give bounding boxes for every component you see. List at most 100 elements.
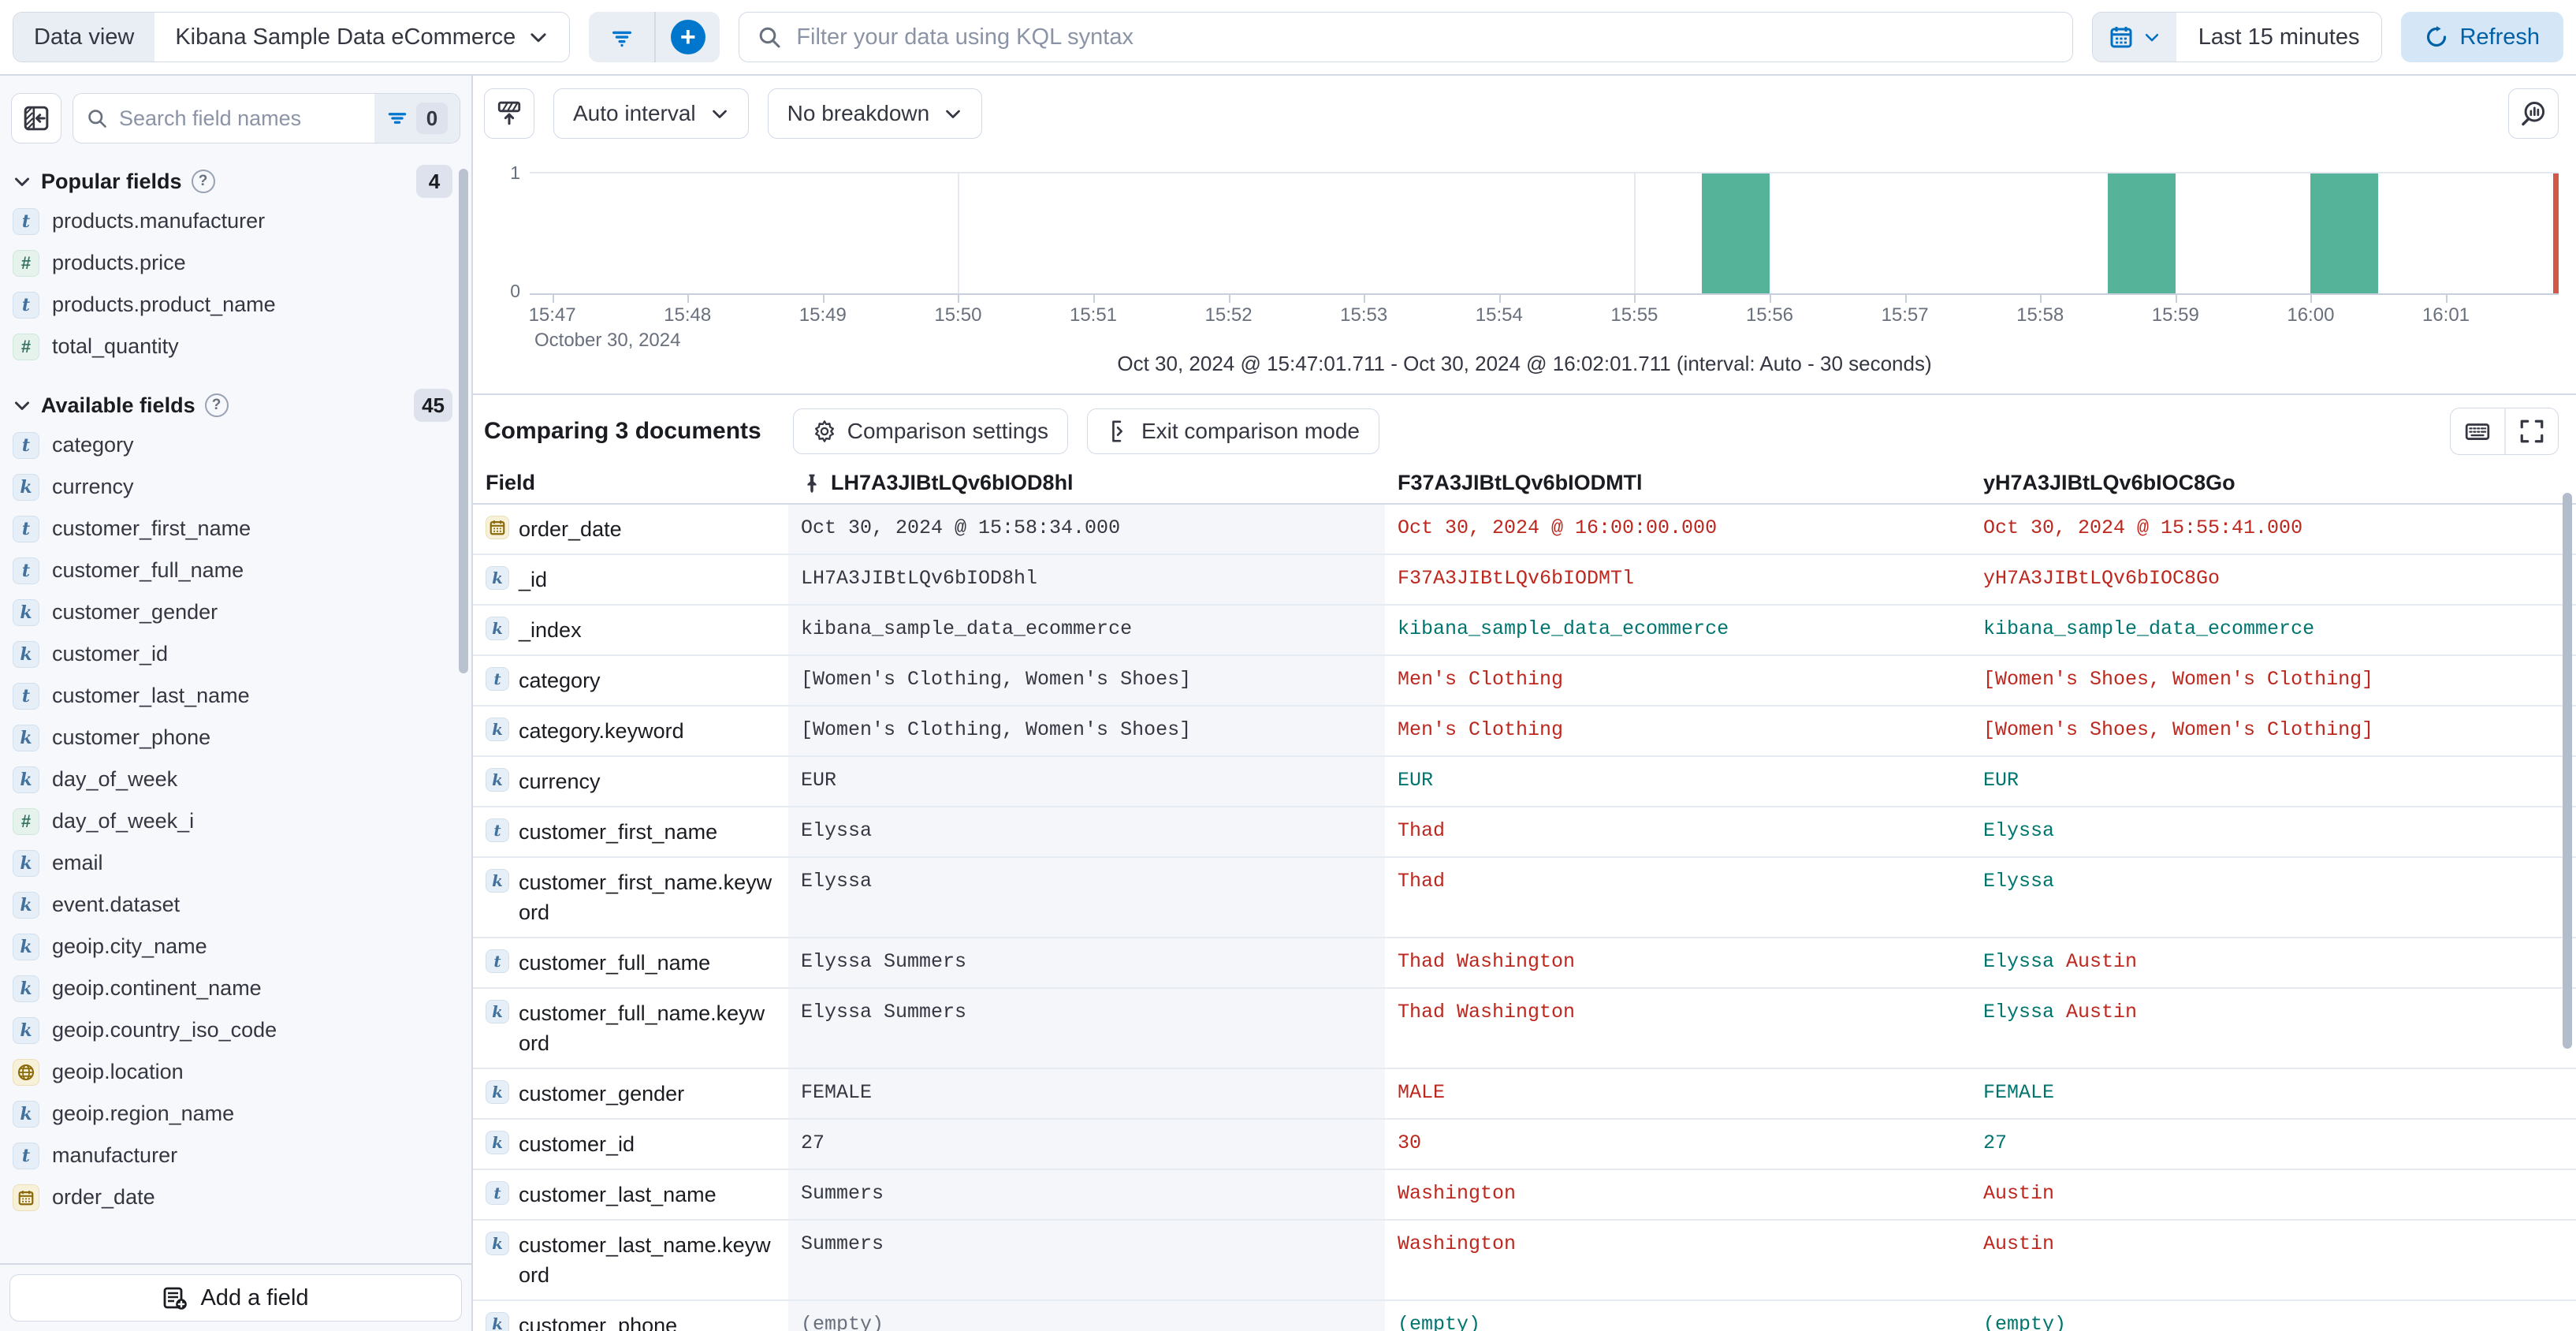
field-item[interactable]: k geoip.city_name [13,926,471,967]
refresh-label: Refresh [2459,24,2540,50]
comparison-settings-button[interactable]: Comparison settings [792,408,1068,454]
x-axis-tick-label: 15:53 [1340,304,1388,326]
doc-value-cell: Elyssa [1983,870,2055,893]
field-item[interactable]: k geoip.continent_name [13,967,471,1009]
field-name-cell[interactable]: k customer_id [473,1120,788,1169]
field-name-cell[interactable]: t customer_full_name [473,938,788,987]
table-scrollbar[interactable] [2563,493,2572,1049]
doc-value-cell: Thad [1398,870,1446,893]
field-name-cell[interactable]: k category.keyword [473,707,788,755]
field-filter-button[interactable]: 0 [374,94,460,143]
field-item[interactable]: k customer_id [13,633,471,675]
hide-chart-button[interactable] [484,88,534,139]
field-filter-count: 0 [416,103,448,134]
interval-dropdown[interactable]: Auto interval [553,88,749,139]
field-name-cell[interactable]: k _id [473,555,788,604]
pinned-doc-value-cell: Elyssa [788,807,1385,856]
popular-fields-header[interactable]: Popular fields ? 4 [13,162,471,200]
add-filter-button[interactable]: + [654,12,720,62]
field-search-input[interactable] [119,106,362,131]
field-name-cell[interactable]: order_date [473,505,788,554]
x-axis-tick [822,295,825,303]
lens-magnifier-icon [2519,99,2548,128]
field-item[interactable]: k customer_gender [13,591,471,633]
data-view-button[interactable]: Kibana Sample Data eCommerce [154,13,570,62]
field-item[interactable]: k event.dataset [13,884,471,926]
text-field-icon: t [486,818,509,842]
field-name-cell[interactable]: k currency [473,757,788,806]
x-axis-tick-label: 15:49 [798,304,847,326]
field-item[interactable]: geoip.location [13,1051,471,1093]
field-item[interactable]: t customer_first_name [13,508,471,550]
field-item[interactable]: # products.price [13,242,471,284]
sidebar-scrollbar[interactable] [459,169,468,673]
field-name-cell[interactable]: k customer_first_name.keyword [473,858,788,937]
field-item[interactable]: k day_of_week [13,759,471,800]
add-field-label: Add a field [200,1284,309,1310]
field-item[interactable]: t products.product_name [13,284,471,326]
x-axis-tick-label: 15:48 [664,304,712,326]
keyword-field-icon: k [13,933,39,960]
kql-input[interactable] [796,24,2055,50]
refresh-button[interactable]: Refresh [2401,12,2563,62]
field-item[interactable]: # day_of_week_i [13,800,471,842]
field-item[interactable]: k email [13,842,471,884]
comparison-table: Field LH7A3JIBtLQv6bIOD8hl F37A3JIBtLQv6… [473,463,2576,1331]
field-name-cell[interactable]: k customer_full_name.keyword [473,989,788,1068]
field-item[interactable]: order_date [13,1176,471,1218]
chevron-down-icon [13,396,32,415]
field-name-cell[interactable]: t category [473,656,788,705]
field-name-cell[interactable]: k customer_gender [473,1069,788,1118]
fullscreen-button[interactable] [2504,408,2558,454]
chart-gridline [1634,173,1636,293]
histogram-bar[interactable] [2310,173,2379,293]
collapse-sidebar-button[interactable] [11,93,61,144]
x-axis-tick [2445,295,2448,303]
keyboard-shortcuts-button[interactable] [2451,408,2504,454]
help-icon: ? [191,170,215,193]
doc-value-cell: 30 [1398,1132,1422,1154]
y-axis-tick-min: 0 [510,281,520,301]
field-item[interactable]: k currency [13,466,471,508]
edit-visualization-button[interactable] [2508,88,2559,139]
field-name-cell[interactable]: k customer_phone [473,1301,788,1331]
field-item[interactable]: t customer_full_name [13,550,471,591]
kql-search-bar[interactable] [739,12,2073,62]
field-item[interactable]: # total_quantity [13,326,471,367]
exit-icon [1107,419,1130,443]
field-item[interactable]: k geoip.region_name [13,1093,471,1135]
field-item[interactable]: t manufacturer [13,1135,471,1176]
breakdown-dropdown[interactable]: No breakdown [767,88,983,139]
exit-comparison-button[interactable]: Exit comparison mode [1086,408,1379,454]
number-field-icon: # [13,807,39,835]
data-view-picker[interactable]: Data view Kibana Sample Data eCommerce [13,12,571,62]
chart-gridline [958,173,960,293]
histogram-bar[interactable] [1702,173,1770,293]
field-name-cell[interactable]: t customer_first_name [473,807,788,856]
field-item[interactable]: k customer_phone [13,717,471,759]
table-header-row: Field LH7A3JIBtLQv6bIOD8hl F37A3JIBtLQv6… [473,463,2576,505]
field-item[interactable]: t category [13,424,471,466]
field-item[interactable]: k geoip.country_iso_code [13,1009,471,1051]
time-range-value[interactable]: Last 15 minutes [2176,13,2382,62]
field-name-cell[interactable]: k customer_last_name.keyword [473,1221,788,1299]
add-field-button[interactable]: Add a field [9,1274,462,1322]
keyword-field-icon: k [486,1312,509,1331]
field-name-cell[interactable]: k _index [473,606,788,654]
field-name-cell[interactable]: t customer_last_name [473,1170,788,1219]
date-picker-button[interactable] [2092,13,2176,62]
histogram-bar[interactable] [2108,173,2176,293]
x-axis-tick-label: 15:51 [1069,304,1118,326]
keyword-field-icon: k [486,1232,509,1255]
field-item[interactable]: t products.manufacturer [13,200,471,242]
chevron-down-icon [528,27,549,47]
available-fields-header[interactable]: Available fields ? 45 [13,386,471,424]
filter-list-button[interactable] [589,12,654,62]
current-time-marker [2553,173,2559,293]
x-axis: October 30, 2024 15:47 15:48 15:49 15:50 15:… [529,295,2559,351]
field-item[interactable]: t customer_last_name [13,675,471,717]
x-axis-tick-label: 16:00 [2287,304,2335,326]
keyword-field-icon: k [486,617,509,640]
interval-label: Auto interval [573,101,696,125]
doc-value-cell: (empty) [1398,1313,1481,1331]
